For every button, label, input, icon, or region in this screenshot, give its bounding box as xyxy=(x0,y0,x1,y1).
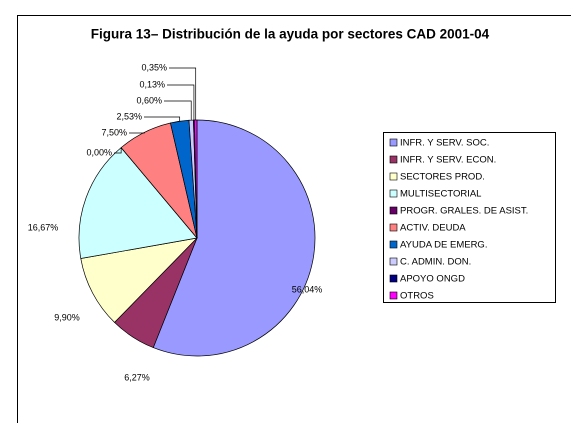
leader-line xyxy=(169,67,197,121)
legend-label: INFR. Y SERV. SOC. xyxy=(400,138,489,149)
leader-line xyxy=(129,132,145,134)
data-label: 56,04% xyxy=(292,284,323,294)
data-label: 0,13% xyxy=(139,79,165,89)
legend-swatch xyxy=(389,240,398,249)
data-label: 0,35% xyxy=(141,62,167,72)
pie-slice xyxy=(80,237,199,323)
legend-swatch xyxy=(389,257,398,266)
legend-label: OTROS xyxy=(400,291,434,302)
legend-label: MULTISECTORIAL xyxy=(400,189,481,200)
data-label: 7,50% xyxy=(101,127,127,137)
leader-line xyxy=(114,147,122,154)
legend-label: INFR. Y SERV. ECON. xyxy=(400,155,496,166)
legend-swatch xyxy=(389,138,398,147)
pie-slice xyxy=(194,119,198,239)
data-label: 2,53% xyxy=(116,111,142,121)
legend-box xyxy=(383,132,556,303)
legend-label: APOYO ONGD xyxy=(400,274,465,285)
chart-title: Figura 13– Distribución de la ayuda por … xyxy=(91,27,490,42)
legend-label: ACTIV. DEUDA xyxy=(400,223,466,234)
data-label: 9,90% xyxy=(54,312,80,322)
leader-line xyxy=(144,116,181,122)
legend-swatch xyxy=(389,172,398,181)
data-label: 0,60% xyxy=(136,95,162,105)
leader-line xyxy=(164,100,192,121)
legend-swatch xyxy=(389,155,398,164)
legend-swatch xyxy=(389,274,398,283)
legend-swatch xyxy=(389,206,398,215)
legend-label: C. ADMIN. DON. xyxy=(400,257,471,268)
legend-label: AYUDA DE EMERG. xyxy=(400,240,487,251)
data-label: 16,67% xyxy=(28,222,59,232)
legend-label: SECTORES PROD. xyxy=(400,172,485,183)
legend-swatch xyxy=(389,189,398,198)
pie-slice xyxy=(152,119,316,357)
leader-line xyxy=(167,84,195,121)
legend-swatch xyxy=(389,223,398,232)
legend-label: PROGR. GRALES. DE ASIST. xyxy=(400,206,528,217)
pie-slice xyxy=(78,147,198,259)
legend-swatch xyxy=(389,291,398,300)
data-label: 0,00% xyxy=(86,147,112,157)
data-label: 6,27% xyxy=(124,372,150,382)
